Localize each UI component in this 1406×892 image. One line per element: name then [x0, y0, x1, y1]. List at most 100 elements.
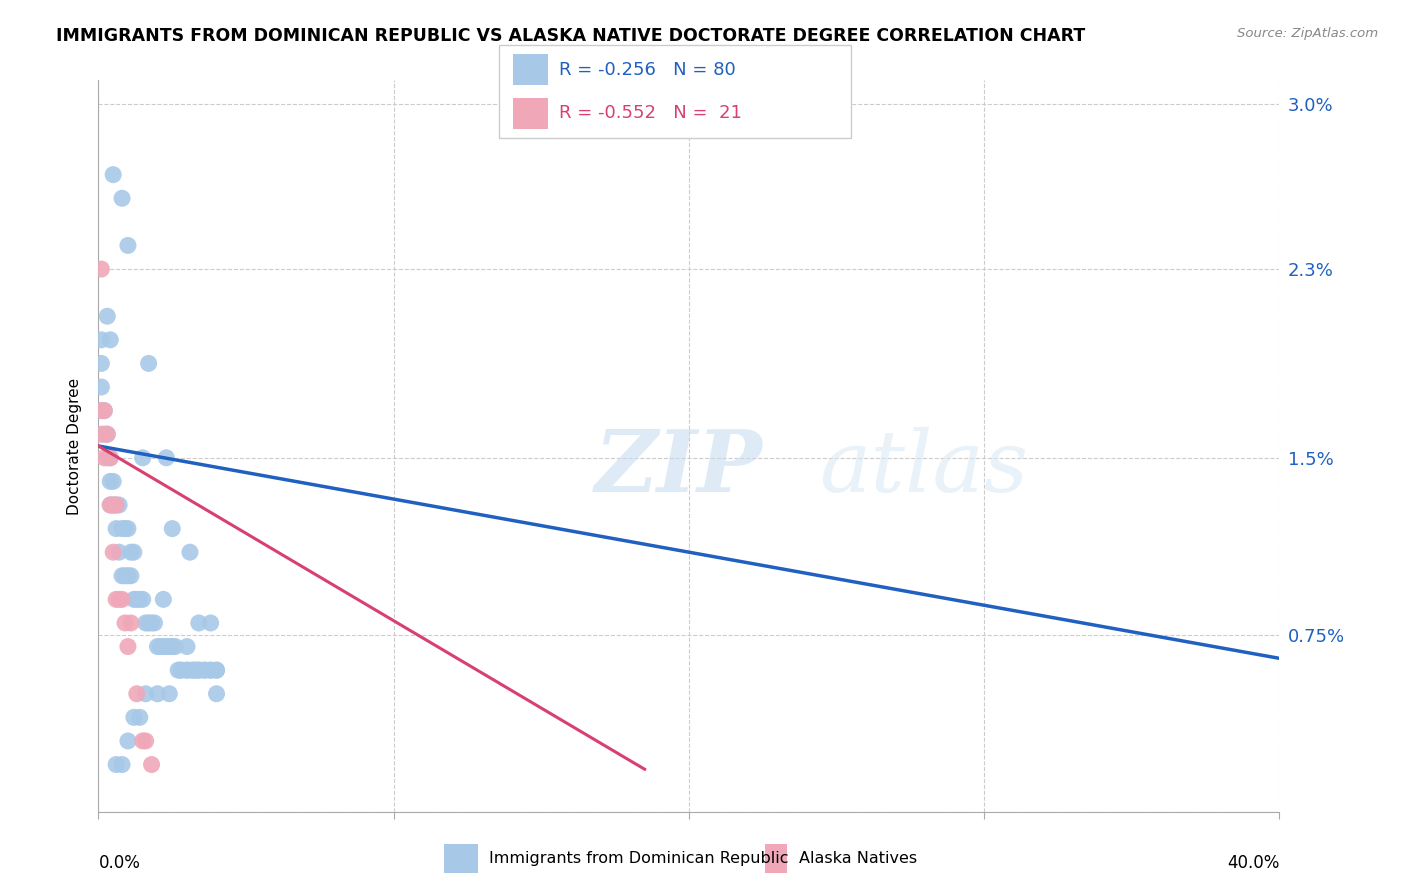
Point: [162, 640, 183, 654]
Point: [105, 498, 128, 512]
Point: [90, 403, 112, 417]
Point: [98, 475, 121, 489]
Point: [103, 168, 125, 182]
Point: [128, 710, 150, 724]
Point: [93, 427, 115, 442]
Point: [117, 734, 139, 748]
Point: [200, 663, 222, 677]
Point: [111, 522, 134, 536]
Point: [138, 356, 160, 370]
Point: [114, 522, 136, 536]
Point: [200, 663, 222, 677]
Point: [125, 592, 148, 607]
Point: [93, 403, 115, 417]
Point: [120, 615, 142, 630]
Point: [146, 687, 169, 701]
Point: [146, 640, 169, 654]
Point: [135, 615, 157, 630]
Bar: [513, 98, 548, 129]
Point: [98, 450, 121, 465]
Text: IMMIGRANTS FROM DOMINICAN REPUBLIC VS ALASKA NATIVE DOCTORATE DEGREE CORRELATION: IMMIGRANTS FROM DOMINICAN REPUBLIC VS AL…: [56, 27, 1085, 45]
Point: [105, 592, 128, 607]
Point: [187, 615, 209, 630]
Point: [155, 450, 177, 465]
Point: [105, 498, 128, 512]
Y-axis label: Doctorate Degree: Doctorate Degree: [67, 377, 83, 515]
Point: [165, 640, 187, 654]
Point: [117, 522, 139, 536]
Point: [122, 545, 145, 559]
Point: [90, 333, 112, 347]
Point: [149, 640, 172, 654]
Point: [90, 380, 112, 394]
Point: [103, 498, 125, 512]
Point: [152, 640, 174, 654]
Point: [90, 356, 112, 370]
Point: [205, 663, 228, 677]
Point: [108, 592, 131, 607]
Point: [181, 663, 204, 677]
Point: [179, 545, 201, 559]
Point: [90, 427, 112, 442]
Point: [135, 687, 157, 701]
Point: [120, 545, 142, 559]
Point: [170, 663, 193, 677]
Point: [132, 592, 155, 607]
Point: [128, 592, 150, 607]
Point: [111, 191, 134, 205]
Point: [98, 498, 121, 512]
FancyBboxPatch shape: [499, 45, 851, 138]
Point: [90, 262, 112, 277]
Point: [96, 427, 118, 442]
Bar: [765, 844, 787, 873]
Text: R = -0.552   N =  21: R = -0.552 N = 21: [560, 104, 742, 122]
Point: [170, 663, 193, 677]
Text: 40.0%: 40.0%: [1227, 855, 1279, 872]
Point: [114, 615, 136, 630]
Point: [187, 663, 209, 677]
Point: [176, 640, 198, 654]
Point: [103, 545, 125, 559]
Point: [98, 450, 121, 465]
Point: [96, 450, 118, 465]
Point: [157, 687, 180, 701]
Point: [96, 310, 118, 324]
Point: [162, 522, 183, 536]
Bar: [444, 844, 478, 873]
Point: [205, 687, 228, 701]
Point: [167, 663, 190, 677]
Point: [120, 568, 142, 582]
Point: [105, 522, 128, 536]
Point: [108, 498, 131, 512]
Point: [125, 687, 148, 701]
Point: [96, 427, 118, 442]
Point: [155, 640, 177, 654]
Point: [117, 640, 139, 654]
Point: [187, 663, 209, 677]
Point: [181, 663, 204, 677]
Point: [111, 592, 134, 607]
Text: ZIP: ZIP: [595, 426, 762, 509]
Point: [184, 663, 207, 677]
Point: [132, 734, 155, 748]
Point: [114, 568, 136, 582]
Point: [90, 403, 112, 417]
Bar: [513, 54, 548, 85]
Point: [157, 640, 180, 654]
Point: [105, 757, 128, 772]
Point: [138, 615, 160, 630]
Point: [143, 615, 166, 630]
Point: [108, 545, 131, 559]
Point: [194, 663, 217, 677]
Text: Source: ZipAtlas.com: Source: ZipAtlas.com: [1237, 27, 1378, 40]
Point: [98, 333, 121, 347]
Point: [117, 568, 139, 582]
Point: [93, 450, 115, 465]
Point: [93, 403, 115, 417]
Point: [103, 475, 125, 489]
Point: [98, 498, 121, 512]
Point: [141, 757, 163, 772]
Text: atlas: atlas: [818, 426, 1028, 509]
Point: [117, 238, 139, 252]
Point: [194, 663, 217, 677]
